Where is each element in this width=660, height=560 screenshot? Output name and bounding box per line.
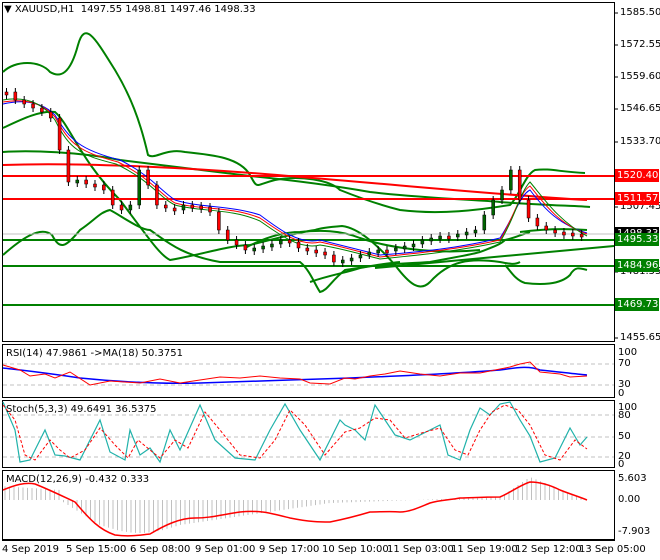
stoch-k-line xyxy=(2,401,588,464)
price-tick: 1546.65 xyxy=(620,103,660,114)
macd-tick: -7.903 xyxy=(618,526,651,537)
bollinger-bands xyxy=(2,32,591,294)
stoch-tick: 80 xyxy=(618,410,631,421)
level-tag: 1520.40 xyxy=(615,169,659,182)
level-tag: 1469.73 xyxy=(615,298,659,311)
chart-header: ▼ XAUUSD,H1 1497.55 1498.81 1497.46 1498… xyxy=(4,4,256,15)
rsi-ma-line xyxy=(2,366,588,385)
stoch-tick: 100 xyxy=(618,402,638,413)
price-tick: 1585.50 xyxy=(620,7,660,18)
macd-label: MACD(12,26,9) -0.432 0.333 xyxy=(6,474,150,485)
time-tick: 10 Sep 10:00 xyxy=(322,544,389,555)
time-tick: 9 Sep 01:00 xyxy=(195,544,256,555)
rsi-tick: 0 xyxy=(618,388,625,399)
stoch-label: Stoch(5,3,3) 49.6491 36.5375 xyxy=(6,404,157,415)
symbol-label: XAUUSD,H1 xyxy=(14,4,75,15)
price-tick: 1572.55 xyxy=(620,39,660,50)
time-tick: 13 Sep 05:00 xyxy=(579,544,646,555)
rsi-tick: 70 xyxy=(618,358,631,369)
level-tag: 1484.96 xyxy=(615,259,659,272)
price-tick: 1559.60 xyxy=(620,71,660,82)
time-tick: 6 Sep 08:00 xyxy=(130,544,191,555)
stoch-tick: 0 xyxy=(618,459,625,470)
time-tick: 4 Sep 2019 xyxy=(2,544,60,555)
price-tick: 1507.45 xyxy=(620,201,660,212)
price-candles xyxy=(4,88,584,267)
rsi-tick: 100 xyxy=(618,347,638,358)
time-tick: 5 Sep 15:00 xyxy=(66,544,127,555)
price-tick: 1455.65 xyxy=(620,332,660,343)
triangle-down-icon[interactable]: ▼ xyxy=(4,4,12,15)
time-tick: 12 Sep 12:00 xyxy=(515,544,582,555)
stoch-tick: 50 xyxy=(618,431,631,442)
level-tag: 1511.57 xyxy=(615,192,659,205)
time-tick: 11 Sep 03:00 xyxy=(387,544,454,555)
level-tag: 1495.33 xyxy=(615,233,659,246)
ohlc-values: 1497.55 1498.81 1497.46 1498.33 xyxy=(80,4,256,15)
price-tick: 1533.70 xyxy=(620,136,660,147)
rsi-line xyxy=(2,361,588,386)
macd-tick: 0.00 xyxy=(618,494,641,505)
rsi-label: RSI(14) 47.9861 ->MA(18) 50.3751 xyxy=(6,348,183,359)
stoch-d-line xyxy=(2,404,588,461)
support-lines xyxy=(3,239,615,306)
time-tick: 9 Sep 17:00 xyxy=(259,544,320,555)
macd-signal-line xyxy=(2,481,588,537)
stoch-tick: 20 xyxy=(618,451,631,462)
moving-averages xyxy=(2,98,588,260)
rsi-tick: 30 xyxy=(618,379,631,390)
macd-histogram xyxy=(4,477,586,533)
time-tick: 11 Sep 19:00 xyxy=(451,544,518,555)
macd-tick: 5.603 xyxy=(618,473,647,484)
